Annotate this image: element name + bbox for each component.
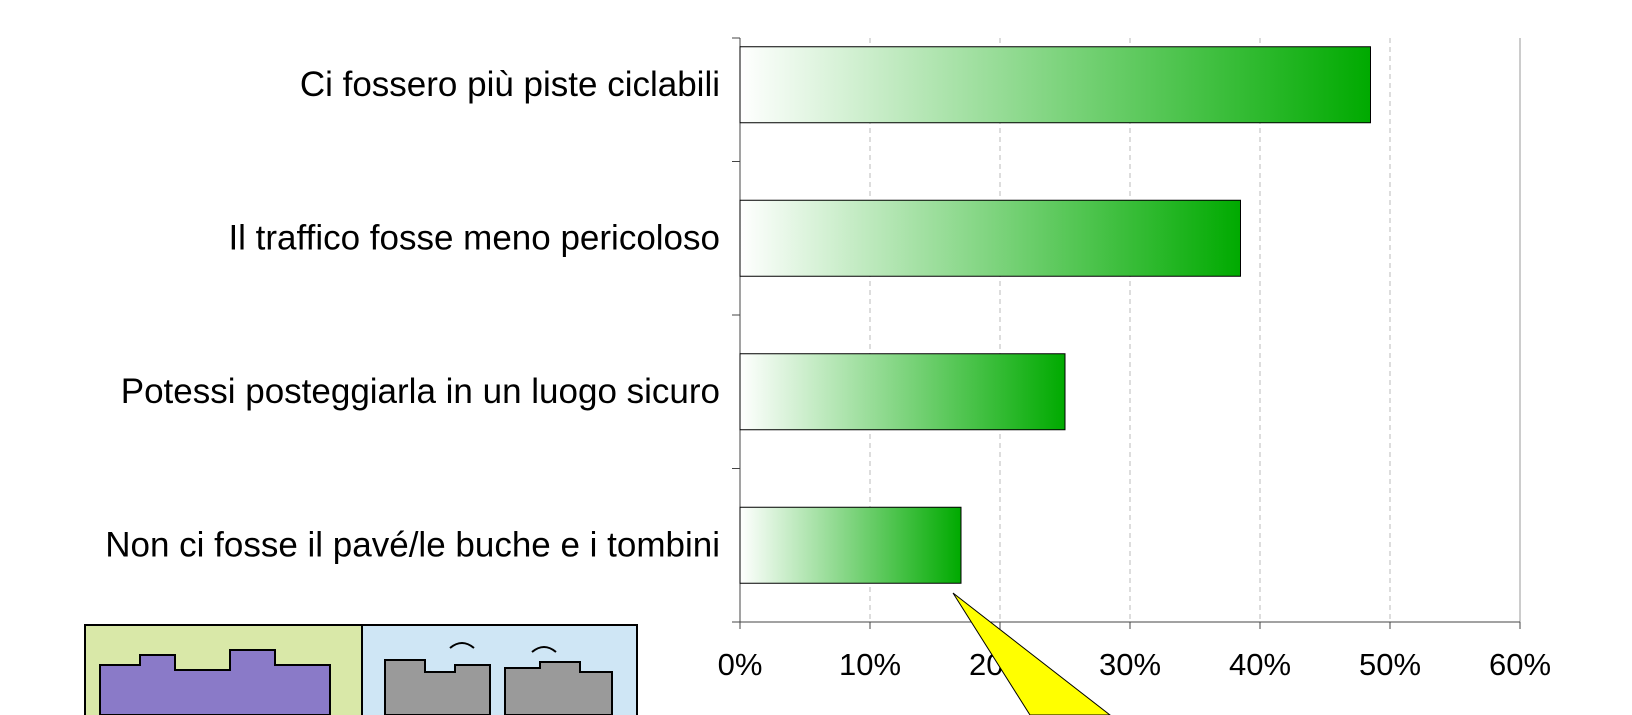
x-tick-label: 0% bbox=[718, 647, 763, 682]
bar bbox=[739, 199, 1241, 277]
y-tick-label: Ci fossero più piste ciclabili bbox=[300, 65, 720, 104]
x-tick-label: 60% bbox=[1489, 647, 1551, 682]
bar bbox=[739, 353, 1066, 431]
bar bbox=[739, 506, 962, 584]
y-tick-label: Potessi posteggiarla in un luogo sicuro bbox=[121, 372, 720, 411]
callout-arrow bbox=[952, 592, 1111, 715]
x-tick-label: 10% bbox=[839, 647, 901, 682]
bar bbox=[739, 46, 1371, 124]
y-tick-label: Non ci fosse il pavé/le buche e i tombin… bbox=[105, 526, 720, 565]
x-tick-label: 40% bbox=[1229, 647, 1291, 682]
x-tick-label: 30% bbox=[1099, 647, 1161, 682]
y-tick-label: Il traffico fosse meno pericoloso bbox=[228, 219, 720, 258]
cartoon bbox=[84, 624, 638, 715]
x-tick-label: 50% bbox=[1359, 647, 1421, 682]
